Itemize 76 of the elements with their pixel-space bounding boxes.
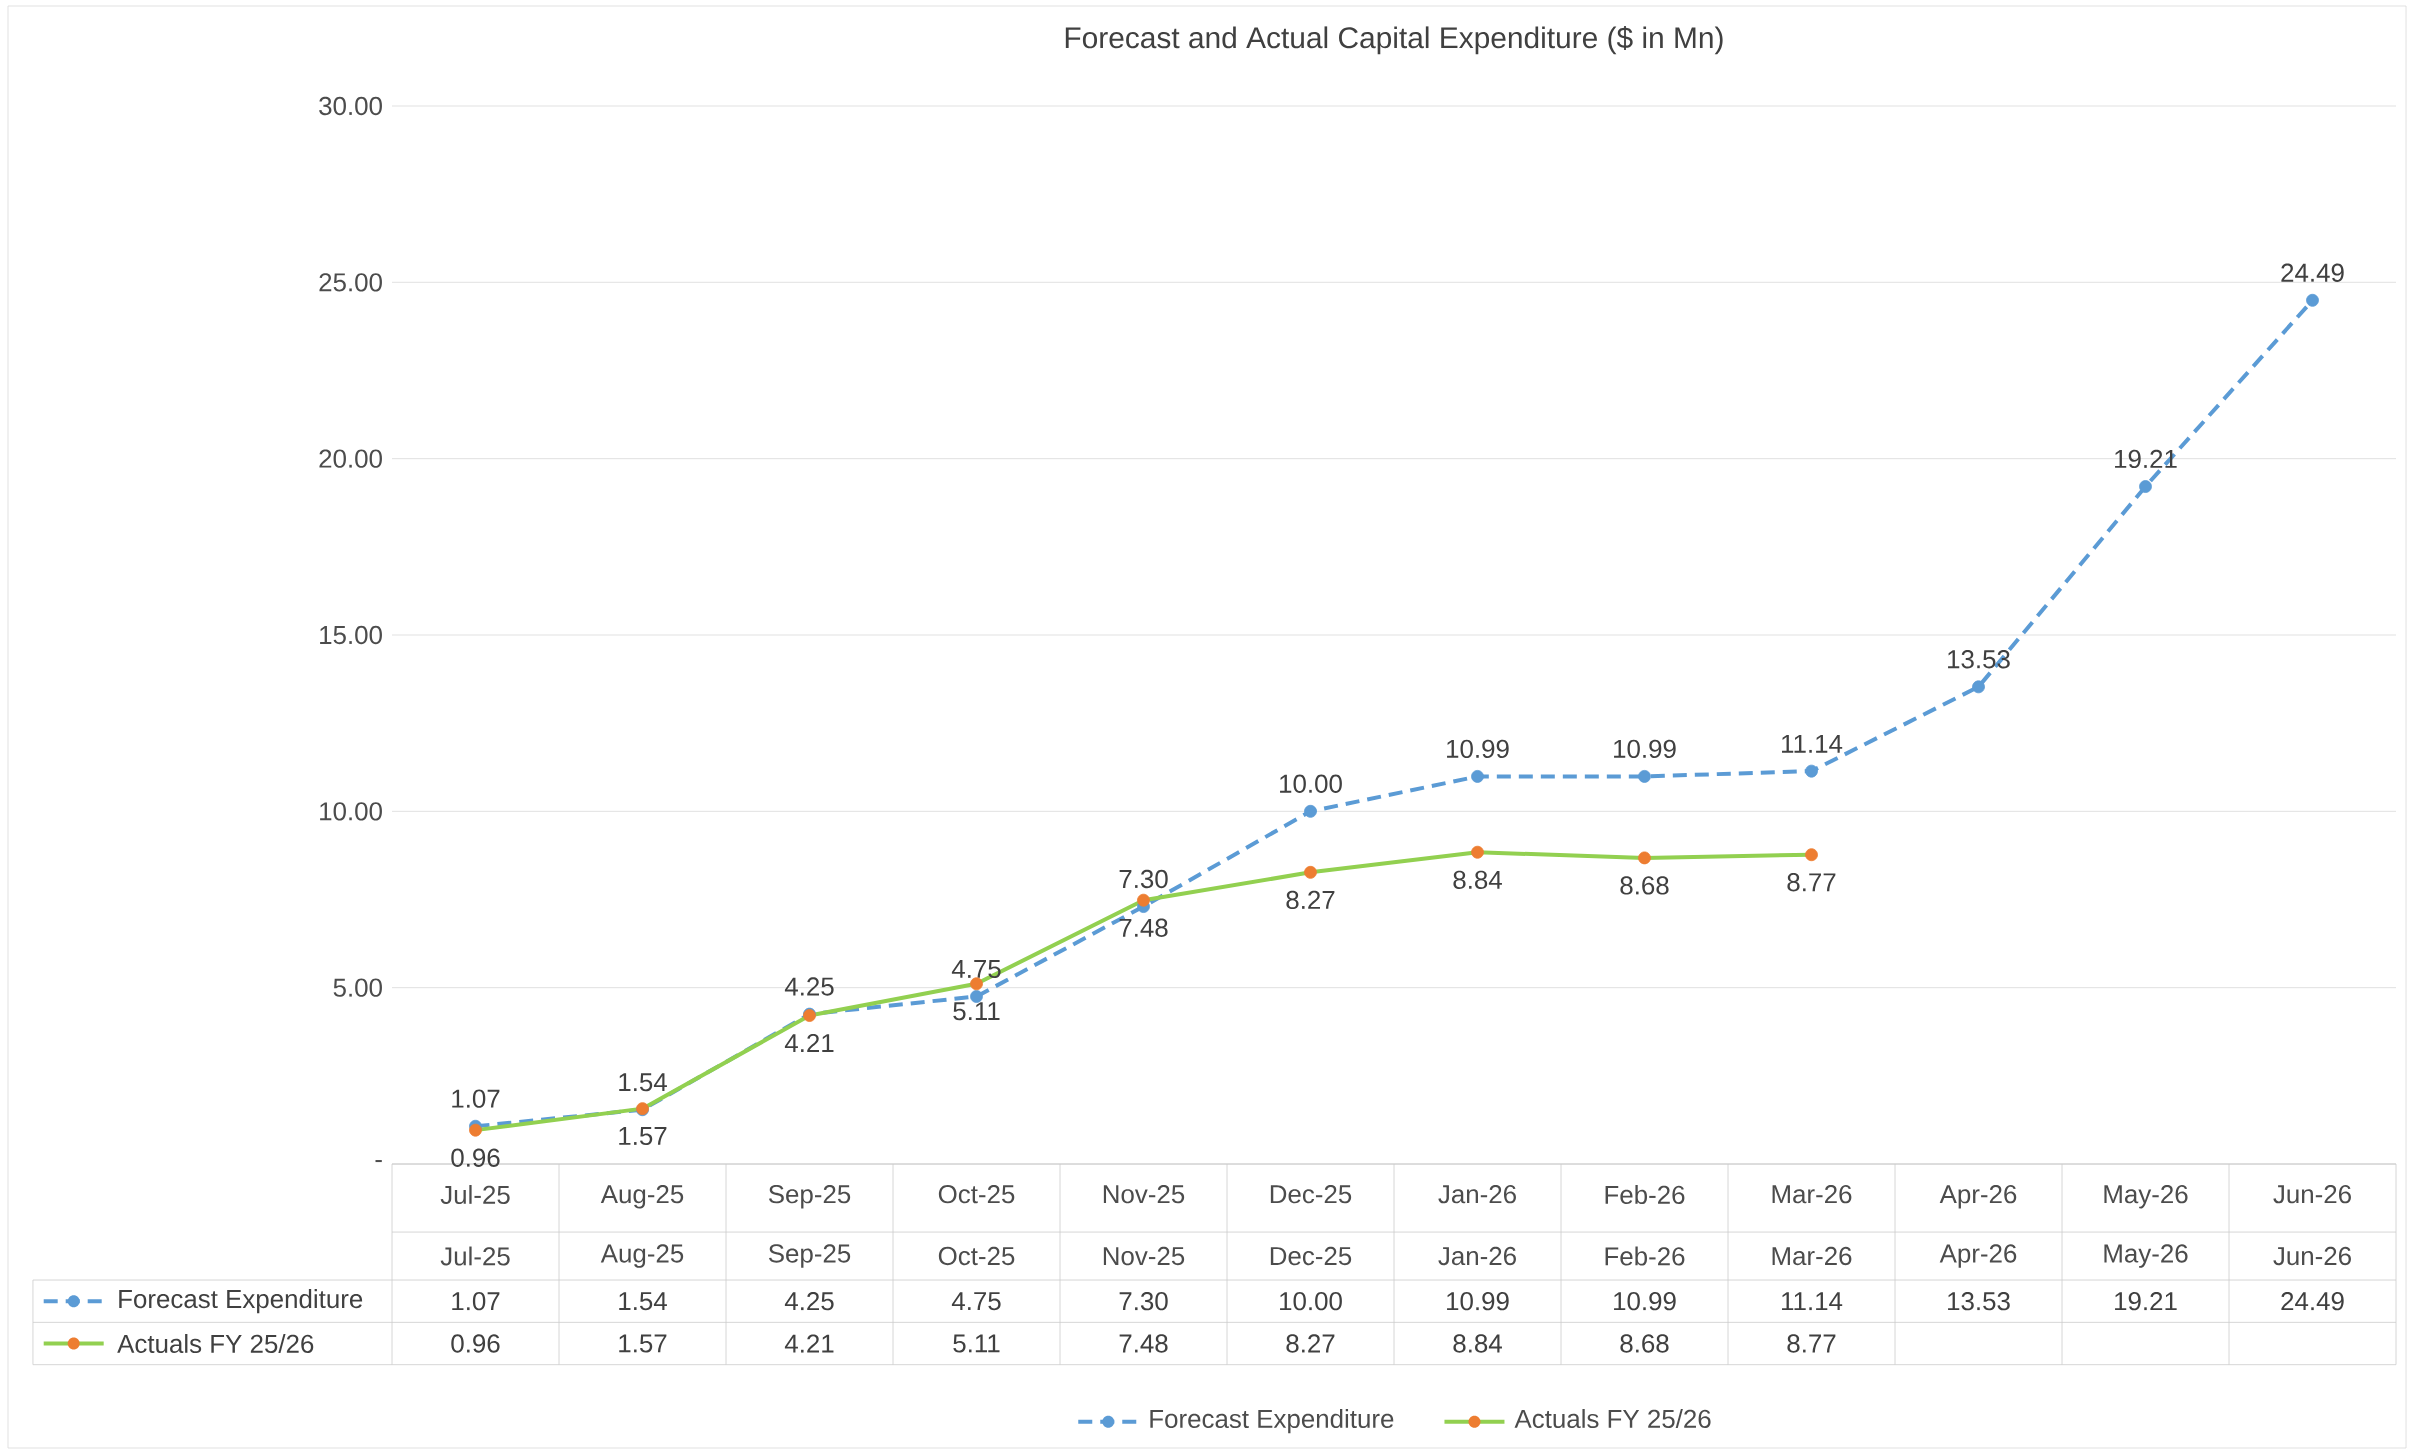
data-label: 11.14 xyxy=(1782,1292,1843,1311)
x-tick-label: Jun-26 xyxy=(2273,1185,2351,1204)
category-label: Mar-26 xyxy=(1772,1246,1852,1266)
x-tick-label: Oct-25 xyxy=(938,1185,1015,1204)
x-tick-label: Jul-25 xyxy=(440,1185,510,1205)
x-tick-label: Aug-25 xyxy=(600,1185,684,1209)
chart-title: Forecast and Actual Capital Expenditure ($ in Mn) xyxy=(1065,25,1723,55)
legend-label: Forecast Expenditure xyxy=(119,1289,363,1314)
text: 1.54 xyxy=(619,1073,667,1092)
text: 7.48 xyxy=(1119,918,1168,937)
text: Actuals FY 25/26 xyxy=(1514,1409,1711,1429)
y-tick-label: 10.00 xyxy=(320,802,382,821)
y-tick-label: 15.00 xyxy=(320,625,382,645)
category-label: Sep-25 xyxy=(768,1244,851,1268)
text: 1.07 xyxy=(452,1089,500,1108)
text: 24.49 xyxy=(2281,263,2344,282)
text: 4.21 xyxy=(784,1033,834,1053)
category-label: Oct-25 xyxy=(938,1246,1015,1266)
data-label: 5.11 xyxy=(953,1334,1000,1353)
category-label: Aug-25 xyxy=(600,1244,684,1268)
x-tick-label: Feb-26 xyxy=(1605,1185,1685,1205)
data-label: 0.96 xyxy=(451,1334,500,1353)
y-tick-label: 20.00 xyxy=(319,449,382,468)
text: Forecast Expenditure xyxy=(1150,1409,1394,1434)
text: 4.75 xyxy=(951,960,1001,979)
data-label: 4.21 xyxy=(784,1334,834,1353)
data-label: 13.53 xyxy=(1948,1292,2010,1311)
category-label: Apr-26 xyxy=(1939,1244,2017,1268)
data-label: 4.75 xyxy=(951,1292,1001,1311)
data-label: 1.57 xyxy=(619,1334,667,1353)
legend-label: Actuals FY 25/26 xyxy=(117,1333,314,1354)
text: 5.11 xyxy=(953,1002,1000,1021)
text: 10.99 xyxy=(1614,739,1676,759)
data-label: 1.07 xyxy=(452,1292,500,1311)
data-label: 24.49 xyxy=(2281,1292,2344,1311)
text: 10.00 xyxy=(1280,774,1342,793)
text: 10.99 xyxy=(1447,739,1509,759)
data-label: 10.99 xyxy=(1447,1292,1509,1311)
data-label: 8.77 xyxy=(1787,1334,1836,1353)
y-tick-label: 30.00 xyxy=(319,96,382,116)
data-label: 8.68 xyxy=(1620,1334,1669,1353)
text: 8.68 xyxy=(1620,876,1669,895)
x-tick-label: Dec-25 xyxy=(1270,1185,1352,1204)
x-tick-label: May-26 xyxy=(2104,1185,2188,1209)
text: 4.25 xyxy=(784,977,834,996)
y-tick-label: 5.00 xyxy=(333,978,382,997)
data-label: 19.21 xyxy=(2115,1292,2177,1311)
text: 0.96 xyxy=(451,1148,500,1167)
data-label: 8.27 xyxy=(1286,1334,1335,1353)
data-label: 7.48 xyxy=(1119,1334,1168,1353)
category-label: Dec-25 xyxy=(1270,1246,1352,1266)
category-label: Jan-26 xyxy=(1438,1246,1516,1266)
y-tick-label: 25.00 xyxy=(319,273,382,292)
data-label: 10.00 xyxy=(1280,1292,1342,1311)
x-tick-label: Jan-26 xyxy=(1438,1185,1516,1204)
data-label: 7.30 xyxy=(1119,1292,1168,1311)
y-tick-label: - xyxy=(375,1160,382,1163)
x-tick-label: Nov-25 xyxy=(1103,1185,1185,1204)
data-label: 4.25 xyxy=(784,1292,834,1311)
text: 8.27 xyxy=(1286,890,1335,910)
data-label: 1.54 xyxy=(619,1292,667,1311)
category-label: Jun-26 xyxy=(2273,1246,2351,1266)
text: 7.30 xyxy=(1119,869,1168,889)
text: 8.84 xyxy=(1453,870,1502,889)
x-tick-label: Apr-26 xyxy=(1939,1185,2017,1209)
category-label: Feb-26 xyxy=(1605,1246,1685,1266)
text: 8.77 xyxy=(1787,873,1836,892)
category-label: Nov-25 xyxy=(1103,1246,1185,1266)
x-tick-label: Sep-25 xyxy=(768,1185,851,1209)
category-label: Jul-25 xyxy=(440,1246,510,1266)
text: 1.57 xyxy=(619,1127,667,1146)
category-label: May-26 xyxy=(2104,1244,2188,1268)
data-label: 8.84 xyxy=(1453,1334,1502,1353)
text: 11.14 xyxy=(1782,734,1843,753)
data-label: 10.99 xyxy=(1614,1292,1676,1311)
x-tick-label: Mar-26 xyxy=(1772,1185,1852,1204)
